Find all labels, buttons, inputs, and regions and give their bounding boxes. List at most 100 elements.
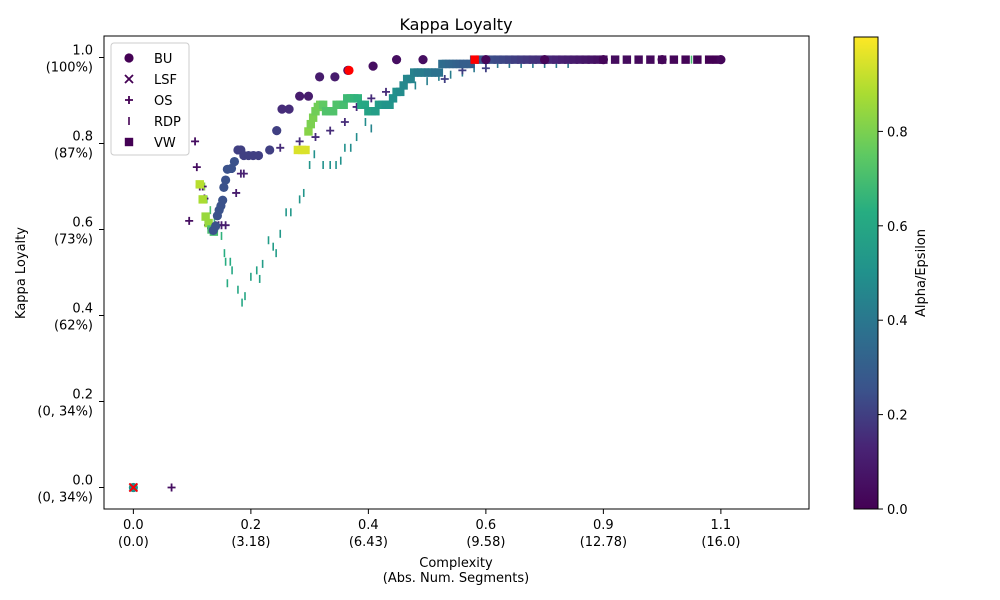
point-vw xyxy=(195,180,204,189)
point-vw xyxy=(622,55,632,64)
point-bu xyxy=(272,126,282,136)
x-axis-label: Complexity xyxy=(419,556,493,571)
point-vw xyxy=(406,74,415,84)
point-vw xyxy=(198,195,207,204)
point-vw xyxy=(610,55,620,64)
point-vw xyxy=(646,55,655,64)
point-bu xyxy=(481,55,491,65)
x-axis-label-sub: (Abs. Num. Segments) xyxy=(383,571,530,586)
point-vw xyxy=(681,55,690,64)
point-os xyxy=(167,483,176,492)
point-vw xyxy=(399,81,408,90)
point-bu xyxy=(315,72,325,82)
x-tick-sublabel: (0.0) xyxy=(118,535,149,550)
point-vw xyxy=(581,55,590,64)
point-vw xyxy=(311,107,320,116)
point-vw xyxy=(318,100,328,109)
point-bu xyxy=(284,104,294,114)
y-tick-sublabel: (62%) xyxy=(54,319,93,334)
x-tick-label: 0.2 xyxy=(241,518,262,533)
legend-marker-bu xyxy=(124,53,134,63)
x-tick-sublabel: (3.18) xyxy=(231,535,270,550)
point-vw xyxy=(575,55,585,64)
colorbar-tick-label: 0.6 xyxy=(887,220,908,235)
legend-label-bu: BU xyxy=(154,52,172,67)
x-axis-ticks: 0.0 (0.0) 0.2 (3.18) 0.4 (6.43) 0.6 (9.58) 0.9 (1… xyxy=(118,509,740,550)
point-vw xyxy=(552,55,561,64)
point-os xyxy=(326,126,335,135)
x-tick-sublabel: (9.58) xyxy=(466,535,505,550)
y-tick-label: 1.0 xyxy=(72,44,93,59)
series-rdp xyxy=(203,55,693,307)
highlighted-points xyxy=(128,55,479,493)
point-bu xyxy=(303,91,314,101)
point-os xyxy=(311,133,320,142)
y-tick-label: 0.2 xyxy=(72,388,93,403)
colorbar-gradient xyxy=(853,36,879,510)
y-tick-label: 0.8 xyxy=(72,130,93,145)
point-vw xyxy=(528,55,538,64)
y-axis-label: Kappa Loyalty xyxy=(14,227,29,319)
point-os xyxy=(185,216,194,225)
point-bu xyxy=(211,221,221,231)
legend-box xyxy=(110,42,190,156)
point-bu xyxy=(598,55,608,65)
point-os xyxy=(440,75,449,83)
legend-label-os: OS xyxy=(154,94,172,109)
point-bu xyxy=(219,182,229,192)
point-bu xyxy=(391,55,402,65)
point-bu xyxy=(221,175,231,185)
legend-marker-lsf xyxy=(124,74,134,84)
y-tick-label: 0.4 xyxy=(72,302,93,317)
y-tick-sublabel: (100%) xyxy=(46,61,93,76)
x-tick-sublabel: (6.43) xyxy=(349,535,388,550)
series-os xyxy=(167,64,490,492)
colorbar-tick-label: 0.2 xyxy=(887,409,908,424)
point-os xyxy=(276,143,285,152)
point-bu xyxy=(540,55,550,65)
y-tick-sublabel: (73%) xyxy=(54,233,93,248)
point-os xyxy=(221,221,230,230)
point-bu xyxy=(229,156,240,167)
highlighted-point xyxy=(470,55,479,64)
point-vw xyxy=(360,100,370,109)
x-tick-label: 0.9 xyxy=(593,518,614,533)
point-bu xyxy=(657,55,667,65)
point-vw xyxy=(308,113,318,122)
series-vw xyxy=(195,55,721,236)
point-bu xyxy=(226,163,237,174)
legend-marker-vw xyxy=(124,137,134,147)
x-tick-label: 1.1 xyxy=(711,518,732,533)
colorbar-tick-label: 0.0 xyxy=(887,503,908,518)
chart-title: Kappa Loyalty xyxy=(399,15,512,34)
point-os xyxy=(239,169,248,178)
point-vw xyxy=(563,55,573,64)
legend-label-rdp: RDP xyxy=(154,115,181,130)
point-os xyxy=(340,118,349,126)
y-tick-sublabel: (0, 34%) xyxy=(37,405,93,420)
point-vw xyxy=(587,55,596,64)
point-vw xyxy=(634,55,643,64)
point-bu xyxy=(277,104,287,114)
point-vw xyxy=(466,59,475,69)
point-vw xyxy=(301,145,310,155)
point-bu xyxy=(218,195,228,205)
legend-label-vw: VW xyxy=(154,136,176,151)
point-os xyxy=(295,137,304,146)
point-os xyxy=(382,87,390,96)
point-bu xyxy=(368,61,378,71)
point-vw xyxy=(704,55,714,64)
plot-area: 0.0 (0.0) 0.2 (3.18) 0.4 (6.43) 0.6 (9.58) 0.9 (1… xyxy=(37,35,810,550)
legend: BU LSF OS RDP VW xyxy=(110,42,190,156)
data-points xyxy=(128,55,726,493)
x-tick-sublabel: (16.0) xyxy=(701,535,740,550)
point-vw xyxy=(534,55,543,64)
y-tick-label: 0.0 xyxy=(72,474,93,489)
colorbar-tick-label: 0.8 xyxy=(887,125,908,140)
colorbar-ticks: 0.0 0.2 0.4 0.6 0.8 xyxy=(878,125,908,518)
colorbar-label: Alpha/Epsilon xyxy=(914,229,929,317)
point-vw xyxy=(339,100,348,109)
point-vw xyxy=(593,55,602,64)
legend-label-lsf: LSF xyxy=(154,73,177,88)
